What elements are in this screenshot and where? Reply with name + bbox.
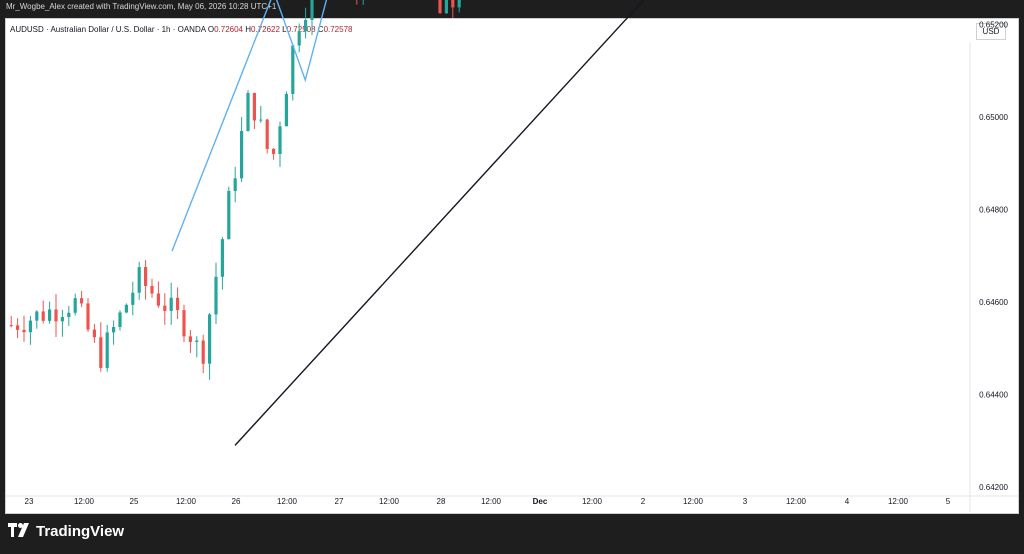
tradingview-brand: TradingView	[36, 523, 125, 540]
x-tick-label: 4	[845, 497, 850, 506]
candle-body	[22, 329, 26, 333]
candle-body	[54, 309, 58, 322]
x-tick-label: Dec	[533, 497, 548, 506]
candle-body	[240, 130, 244, 179]
x-tick-label: 26	[232, 497, 241, 506]
wave-line	[171, 0, 328, 252]
candle-body	[48, 309, 52, 321]
candle-body	[188, 336, 192, 342]
candle-body	[227, 190, 231, 240]
x-tick-label: 5	[946, 497, 951, 506]
symbol-legend: AUDUSD · Australian Dollar / U.S. Dollar…	[10, 25, 352, 34]
open-value: 0.72604	[214, 25, 243, 34]
x-tick-label: 23	[25, 497, 34, 506]
candle-body	[163, 305, 167, 311]
close-value: 0.72578	[323, 25, 353, 34]
candle-body	[252, 93, 256, 121]
candle-body	[208, 314, 212, 364]
x-tick-label: 12:00	[74, 497, 95, 506]
candle-body	[291, 45, 295, 94]
x-tick-label: 28	[437, 497, 446, 506]
x-tick-label: 27	[335, 497, 344, 506]
x-tick-label: 12:00	[786, 497, 807, 506]
tradingview-logo: TradingView	[8, 523, 124, 540]
created-by-text: Mr_Wogbe_Alex created with TradingView.c…	[6, 2, 277, 11]
open-label: O	[207, 25, 215, 34]
candle-body	[220, 239, 224, 277]
x-tick-label: 2	[641, 497, 646, 506]
x-tick-label: 12:00	[582, 497, 603, 506]
x-tick-label: 12:00	[683, 497, 704, 506]
y-tick-label: 0.64600	[979, 298, 1008, 307]
candle-body	[131, 292, 135, 305]
candle-body	[41, 311, 45, 321]
candle-body	[265, 119, 269, 149]
candle-body	[176, 297, 180, 311]
candle-body	[310, 0, 314, 20]
candle-body	[444, 0, 448, 14]
candle-body	[438, 0, 442, 14]
candle-body	[182, 310, 186, 337]
x-tick-label: 12:00	[277, 497, 298, 506]
candle-body	[60, 317, 64, 322]
candle-body	[284, 93, 288, 127]
x-tick-label: 12:00	[176, 497, 197, 506]
candle-body	[92, 329, 96, 338]
trend-line	[234, 0, 645, 446]
symbol-name: AUDUSD · Australian Dollar / U.S. Dollar…	[10, 25, 206, 34]
candle-body	[457, 0, 461, 8]
y-tick-label: 0.64800	[979, 206, 1008, 215]
candle-body	[150, 286, 154, 294]
x-tick-label: 25	[130, 497, 139, 506]
candle-body	[118, 312, 122, 328]
chart-frame[interactable]	[5, 18, 1019, 514]
candle-body	[137, 267, 141, 293]
candle-body	[304, 19, 308, 32]
candle-body	[105, 332, 109, 368]
currency-button[interactable]: USD	[976, 23, 1006, 40]
y-tick-label: 0.64200	[979, 483, 1008, 492]
candle-body	[195, 340, 199, 342]
close-label: C	[317, 25, 324, 34]
candle-body	[233, 178, 237, 191]
candle-body	[246, 93, 250, 131]
candle-body	[99, 337, 103, 368]
candle-body	[451, 0, 455, 8]
candle-body	[80, 298, 84, 304]
high-value: 0.72622	[251, 25, 280, 34]
tradingview-logo-icon	[8, 523, 30, 540]
candle-body	[297, 31, 301, 46]
x-tick-label: 3	[743, 497, 748, 506]
candle-body	[169, 297, 173, 311]
candle-body	[9, 325, 13, 327]
low-value: 0.72508	[286, 25, 316, 34]
high-label: H	[245, 25, 252, 34]
candle-body	[201, 340, 205, 364]
x-tick-label: 12:00	[379, 497, 400, 506]
candle-body	[28, 320, 32, 333]
candle-body	[67, 312, 71, 318]
candle-body	[144, 267, 148, 287]
y-tick-label: 0.65200	[979, 21, 1008, 30]
candle-body	[156, 293, 160, 306]
candle-body	[124, 304, 128, 313]
y-tick-label: 0.64400	[979, 391, 1008, 400]
low-label: L	[282, 25, 287, 34]
y-tick-label: 0.65000	[979, 113, 1008, 122]
candle-body	[272, 148, 276, 155]
x-tick-label: 12:00	[481, 497, 502, 506]
candle-body	[86, 303, 90, 330]
candle-body	[16, 325, 20, 330]
candle-body	[35, 311, 39, 321]
candle-body	[278, 126, 282, 155]
candle-body	[73, 298, 77, 313]
candle-body	[214, 276, 218, 315]
candle-body	[112, 327, 116, 333]
x-tick-label: 12:00	[888, 497, 909, 506]
candle-body	[259, 119, 263, 121]
